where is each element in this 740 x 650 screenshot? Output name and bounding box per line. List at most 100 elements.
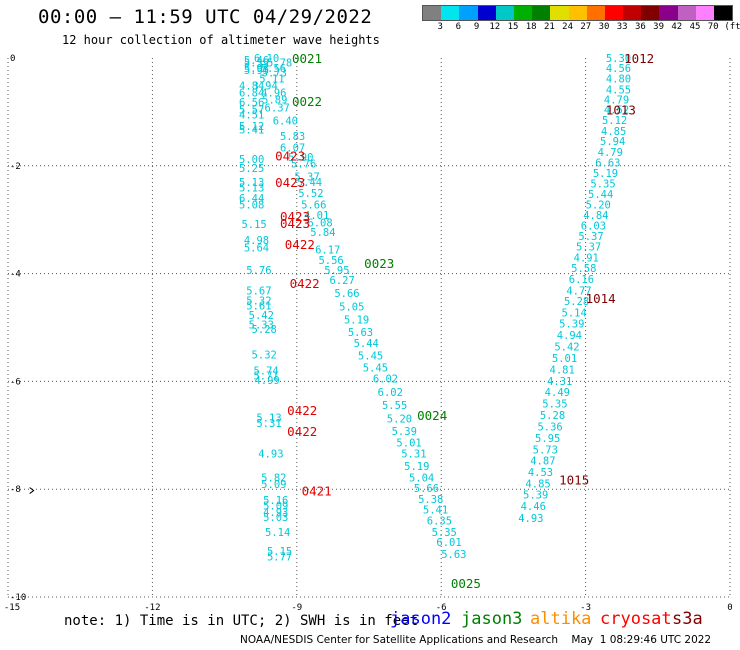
legend-tick-label: 15 xyxy=(507,22,519,32)
legend-swatch xyxy=(659,6,678,20)
wave-height-value: 4.96 xyxy=(261,87,286,99)
wave-height-value: 6.02 xyxy=(378,387,403,399)
y-tick-label: -10 xyxy=(10,593,26,603)
wave-height-value: 5.19 xyxy=(593,168,618,180)
wave-height-value: 5.42 xyxy=(249,310,274,322)
wave-height-value: 5.58 xyxy=(571,263,596,275)
legend-tick-label: 21 xyxy=(543,22,555,32)
satellite-s3a: s3a xyxy=(672,609,703,629)
wave-height-value: 6.84 xyxy=(239,87,264,99)
wave-height-value: 5.66 xyxy=(414,483,439,495)
legend-swatch xyxy=(532,6,551,20)
wave-height-value: 5.67 xyxy=(246,285,271,297)
wave-height-value: 5.44 xyxy=(354,338,379,350)
wave-height-value: 5.66 xyxy=(334,288,359,300)
wave-height-value: 4.81 xyxy=(550,365,575,377)
wave-height-value: 5.16 xyxy=(263,495,288,507)
wave-height-value: 4.55 xyxy=(606,84,631,96)
wave-height-value: 4.84 xyxy=(583,210,608,222)
satellite-cryosat: cryosat xyxy=(600,609,672,629)
wave-height-value: 6.44 xyxy=(239,193,264,205)
cycle-label: 0025 xyxy=(451,576,481,591)
wave-height-value: 5.45 xyxy=(358,351,383,363)
wave-height-value: 5.28 xyxy=(252,324,277,336)
wave-height-value: 5.39 xyxy=(523,490,548,502)
wave-height-value: 5.28 xyxy=(564,296,589,308)
wave-height-value: 5.95 xyxy=(244,65,269,77)
legend-swatch xyxy=(604,6,624,20)
cycle-label: 1014 xyxy=(586,291,616,306)
legend-tick-label: 36 xyxy=(634,22,646,32)
legend-unit: (ft) xyxy=(724,22,740,32)
wave-height-value: 4.31 xyxy=(547,376,572,388)
wave-height-value: 5.25 xyxy=(239,163,264,175)
wave-height-value: 5.08 xyxy=(239,200,264,212)
wave-height-value: 6.17 xyxy=(315,244,340,256)
wave-height-value: 5.33 xyxy=(249,319,274,331)
cycle-label: 0423 xyxy=(280,209,310,224)
wave-height-value: 5.20 xyxy=(586,200,611,212)
wave-height-value: 5.42 xyxy=(554,341,579,353)
satellite-jason3: jason3 xyxy=(461,609,523,629)
cycle-label: 1015 xyxy=(559,472,589,487)
legend-swatch xyxy=(495,6,514,20)
cycle-label: 1013 xyxy=(606,103,636,118)
y-tick-label: 0 xyxy=(10,54,15,64)
wave-height-value: 4.84 xyxy=(239,80,264,92)
cycle-label: 0024 xyxy=(417,408,447,423)
wave-height-value: 5.38 xyxy=(418,494,443,506)
wave-height-value: 5.44 xyxy=(588,189,613,201)
wave-height-value: 5.44 xyxy=(297,177,322,189)
footer-note: note: 1) Time is in UTC; 2) SWH is in fe… xyxy=(64,613,419,629)
wave-height-value: 5.82 xyxy=(261,472,286,484)
legend-swatch xyxy=(714,6,733,20)
wave-height-value: 4.79 xyxy=(604,95,629,107)
wave-height-value: 5.35 xyxy=(244,57,269,69)
wave-height-value: 5.12 xyxy=(239,121,264,133)
wave-height-value: 5.05 xyxy=(339,301,364,313)
y-tick-label: -8 xyxy=(10,485,21,495)
legend-swatch xyxy=(423,6,442,20)
y-tick-label: -4 xyxy=(10,270,21,280)
wave-height-value: 5.84 xyxy=(310,227,335,239)
wave-height-value: 4.49 xyxy=(545,387,570,399)
wave-height-value: 6.08 xyxy=(307,217,332,229)
wave-height-value: 5.90 xyxy=(288,152,313,164)
wave-height-value: 4.56 xyxy=(606,63,631,75)
wave-height-value: 5.71 xyxy=(253,370,278,382)
wave-height-value: 5.94 xyxy=(600,136,625,148)
wave-height-value: 5.93 xyxy=(244,63,269,75)
wave-height-value: 6.35 xyxy=(427,515,452,527)
wave-height-value: 5.13 xyxy=(256,413,281,425)
legend-tick-label: 42 xyxy=(671,22,683,32)
satellite-jason2: jason2 xyxy=(390,609,452,629)
legend-tick-label: 33 xyxy=(616,22,628,32)
wave-height-value: 5.12 xyxy=(602,115,627,127)
cycle-label: 0021 xyxy=(292,51,322,66)
legend-swatch xyxy=(441,6,460,20)
legend-tick-label: 9 xyxy=(473,22,480,32)
wave-height-value: 5.64 xyxy=(244,243,269,255)
x-tick-label: -15 xyxy=(4,603,20,613)
wave-height-value: 4.79 xyxy=(598,147,623,159)
wave-height-value: 5.45 xyxy=(363,362,388,374)
wave-height-value: 5.78 xyxy=(267,57,292,69)
wave-height-value: 5.15 xyxy=(241,219,266,231)
wave-height-value: 5.37 xyxy=(294,172,319,184)
legend-swatch xyxy=(586,6,605,20)
wave-height-value: 5.57 xyxy=(239,105,264,117)
wave-height-value: 5.66 xyxy=(301,200,326,212)
wave-height-value: 5.35 xyxy=(542,398,567,410)
wave-height-value: 6.10 xyxy=(254,53,279,65)
wave-height-value: 5.73 xyxy=(533,444,558,456)
wave-height-value: 5.89 xyxy=(262,95,287,107)
legend-tick-label: 24 xyxy=(562,22,574,32)
cycle-label: 0023 xyxy=(364,256,394,271)
wave-height-value: 5.76 xyxy=(291,159,316,171)
cycle-label: 0423 xyxy=(275,149,305,164)
x-tick-label: -3 xyxy=(580,603,591,613)
cycle-label: 1012 xyxy=(624,51,654,66)
wave-height-value: 3.94 xyxy=(253,80,278,92)
wave-height-value: 5.09 xyxy=(263,500,288,512)
